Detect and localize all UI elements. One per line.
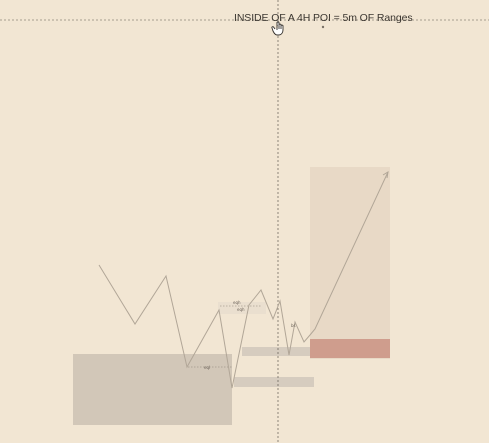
arrow-head — [382, 171, 389, 179]
hand-cursor-icon — [271, 21, 284, 36]
label-mid: bs — [291, 323, 296, 328]
entry-zone — [310, 339, 390, 358]
price-path — [98, 171, 389, 389]
page-title: INSIDE OF A 4H POI = 5m OF Ranges — [234, 12, 413, 24]
marker-dot — [321, 25, 325, 29]
label-sweep-2: eqh — [237, 307, 245, 312]
target-box — [310, 167, 390, 359]
range-bar-lower — [234, 377, 314, 387]
label-low: eql — [204, 365, 210, 370]
poi-box — [73, 354, 232, 425]
range-bar-upper — [242, 347, 310, 356]
label-sweep: eqh — [233, 300, 241, 305]
range-highlight — [218, 302, 266, 314]
